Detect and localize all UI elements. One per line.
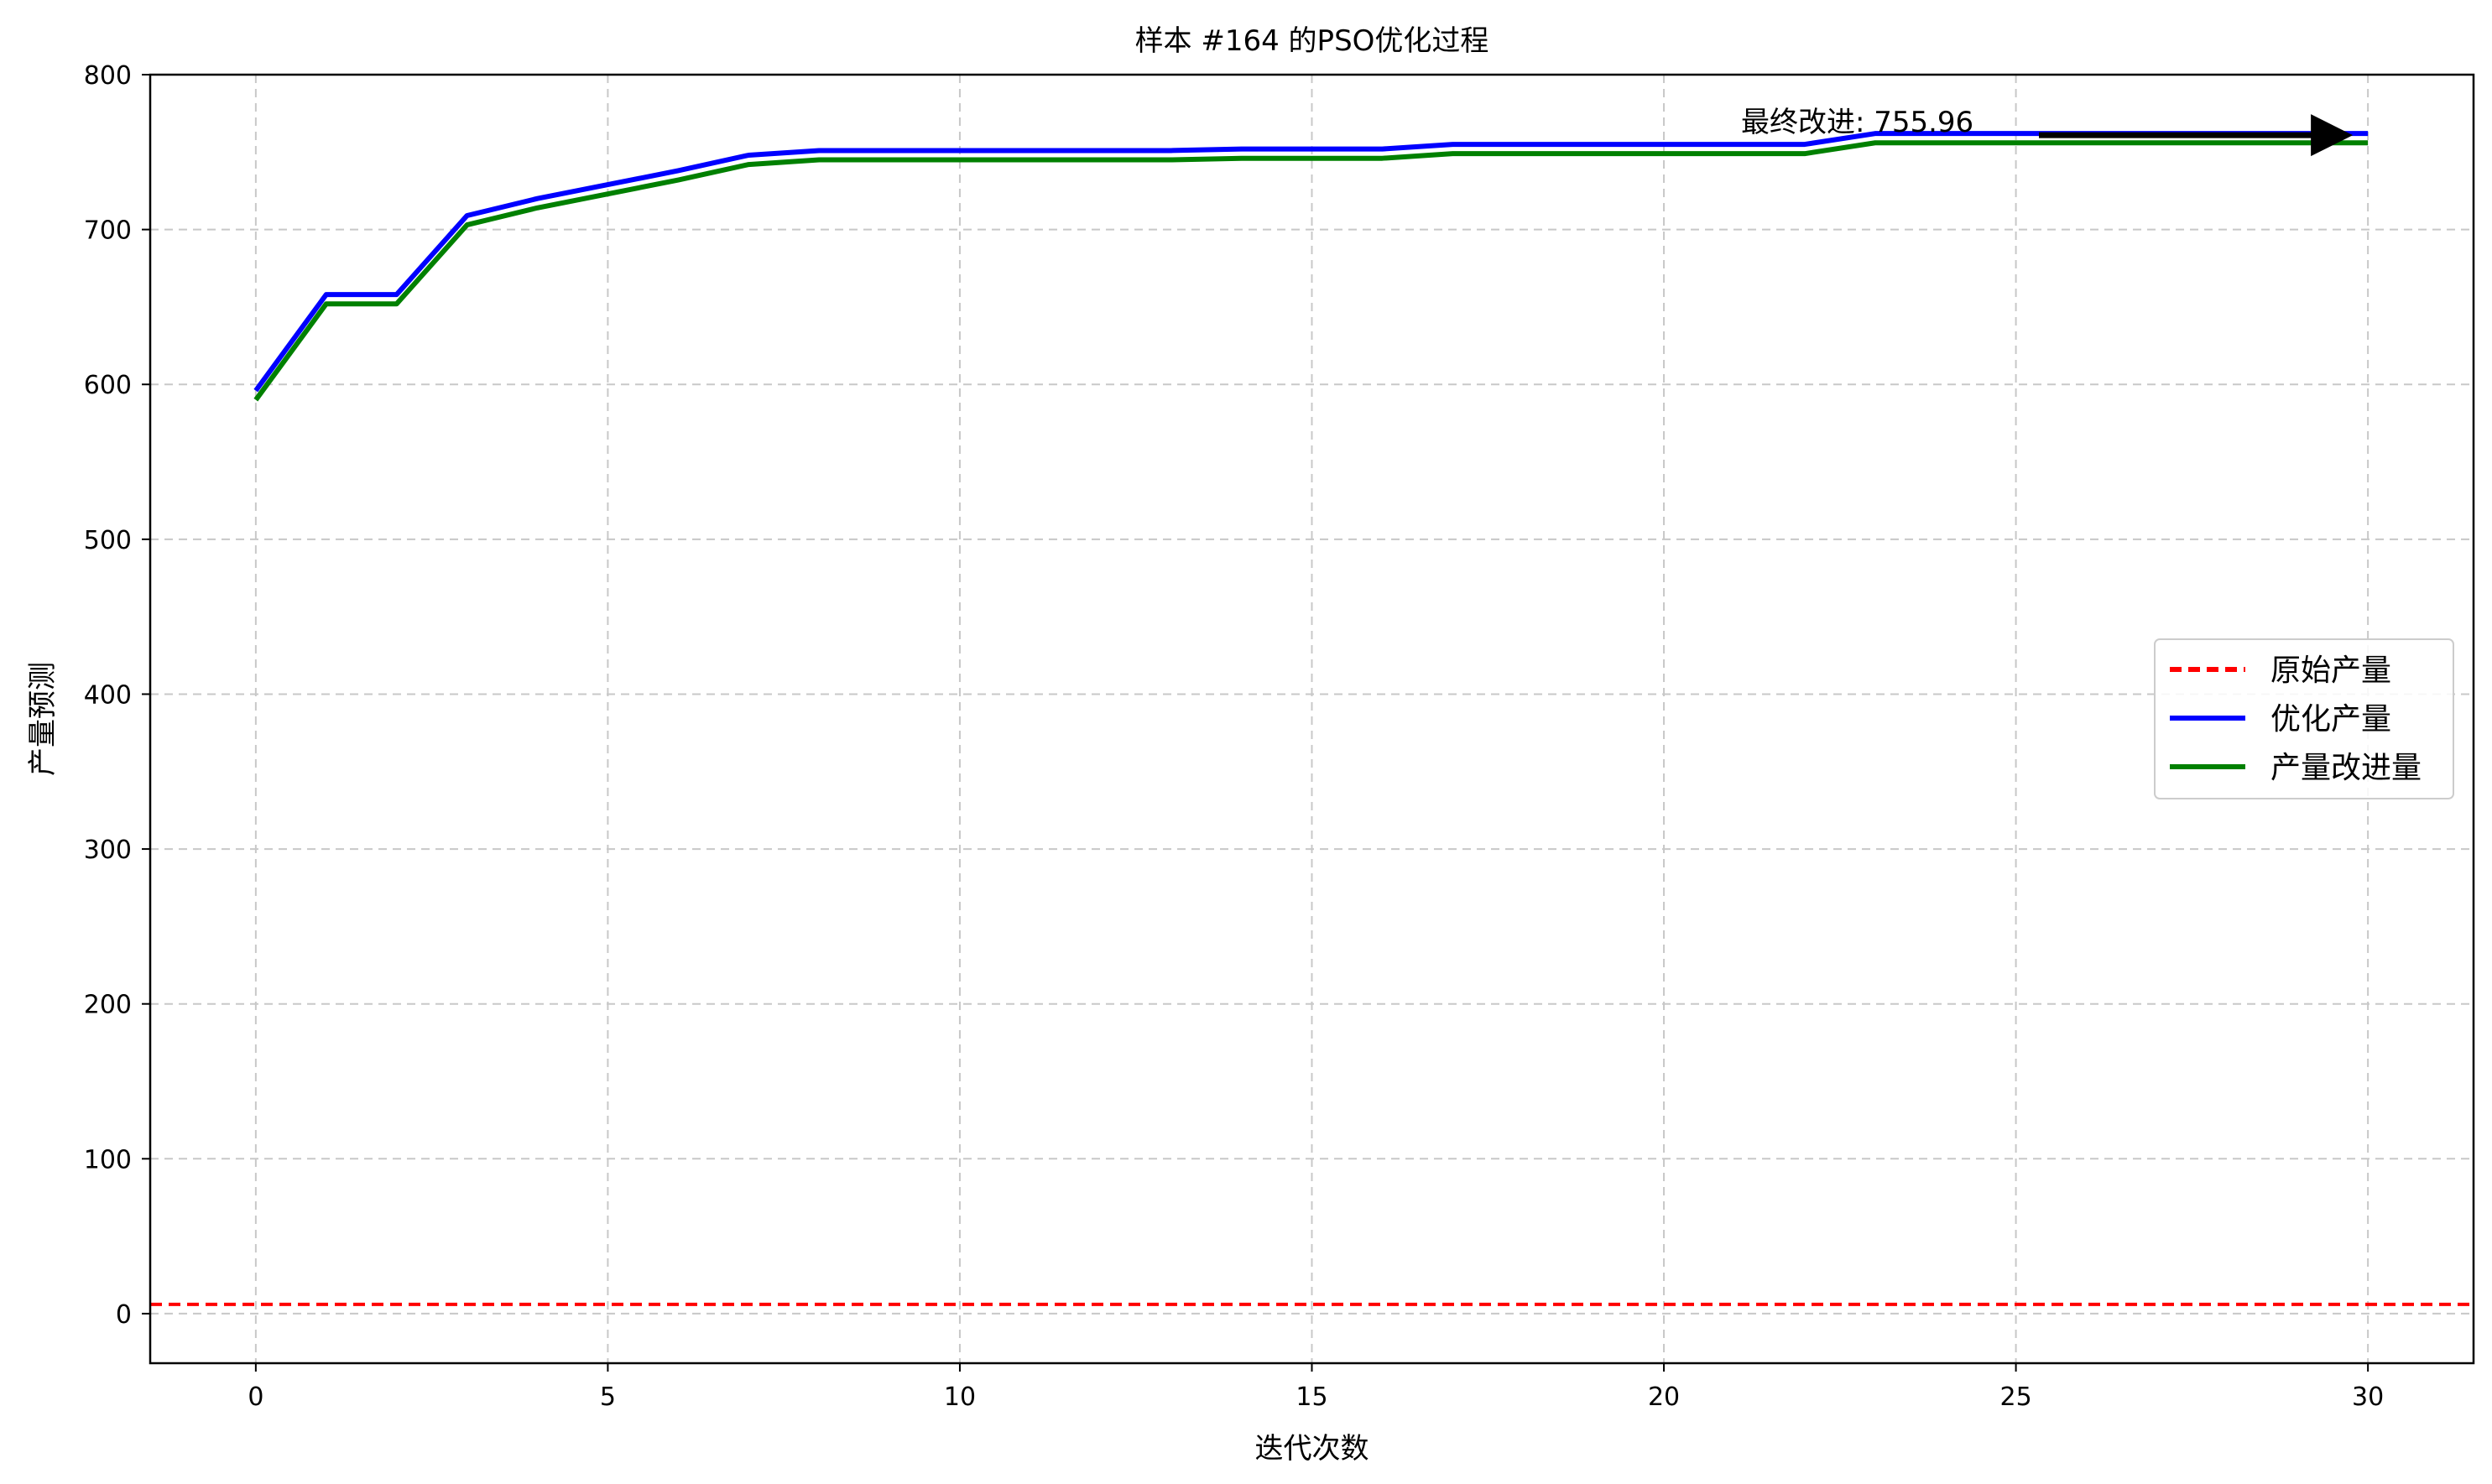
x-tick-label: 0 <box>248 1382 263 1412</box>
final-improvement-annotation: 最终改进: 755.96 <box>1741 106 1973 139</box>
x-tick-label: 30 <box>2352 1382 2384 1412</box>
y-axis-label: 产量预测 <box>26 662 60 776</box>
y-tick-label: 300 <box>84 836 132 865</box>
y-tick-label: 600 <box>84 371 132 400</box>
series-lines <box>253 131 2369 402</box>
x-tick-label: 5 <box>600 1382 616 1412</box>
y-tick-label: 500 <box>84 526 132 555</box>
y-tick-label: 800 <box>84 61 132 91</box>
legend-label: 产量改进量 <box>2270 751 2422 785</box>
legend-box <box>2154 638 2454 799</box>
y-tick-label: 700 <box>84 216 132 246</box>
x-tick-label: 15 <box>1296 1382 1327 1412</box>
y-tick-label: 200 <box>84 991 132 1020</box>
x-tick-label: 25 <box>1999 1382 2031 1412</box>
annotation: 最终改进: 755.96 <box>1741 106 2354 157</box>
annotation-arrow-head <box>2311 114 2354 157</box>
x-tick-label: 10 <box>944 1382 976 1412</box>
series-line <box>253 131 2369 393</box>
y-tick-label: 400 <box>84 680 132 710</box>
x-axis-label: 迭代次数 <box>1255 1432 1369 1466</box>
series-line <box>253 140 2369 402</box>
y-tick-label: 100 <box>84 1145 132 1174</box>
y-tick-label: 0 <box>116 1300 132 1330</box>
legend-label: 优化产量 <box>2270 702 2391 737</box>
x-tick-label: 20 <box>1648 1382 1680 1412</box>
chart-title: 样本 #164 的PSO优化过程 <box>1135 24 1489 58</box>
legend-label: 原始产量 <box>2270 653 2391 688</box>
